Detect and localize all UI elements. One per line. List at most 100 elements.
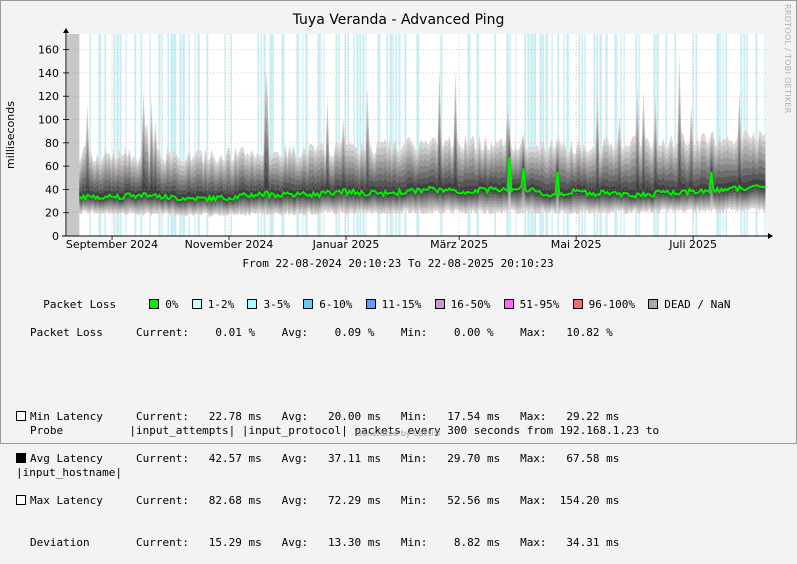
loss-stripe <box>656 34 659 236</box>
y-tick-label: 100 <box>38 114 59 127</box>
packet-loss-label: Packet Loss <box>43 298 117 311</box>
loss-stripe <box>398 34 401 236</box>
loss-stripe <box>161 34 163 236</box>
loss-stripe <box>302 34 304 236</box>
packet-loss-legend-item: DEAD / NaN <box>648 298 730 311</box>
loss-stripe <box>476 34 479 236</box>
packet-loss-swatch <box>365 299 376 309</box>
y-tick-label: 20 <box>45 207 59 220</box>
loss-stripe <box>416 34 420 236</box>
packet-loss-legend-item: 11-15% <box>365 298 435 311</box>
loss-stripe <box>542 34 545 236</box>
loss-stripe <box>515 34 517 236</box>
latency-chart: 0 20 40 60 80 100 120 140 160 September 2024 Nove… <box>4 28 773 270</box>
loss-stripe <box>347 34 349 236</box>
loss-stripe <box>563 34 565 236</box>
loss-stripe <box>305 34 308 236</box>
loss-stripe <box>740 34 743 236</box>
loss-stripe <box>116 34 119 236</box>
loss-stripe <box>149 34 151 236</box>
stats-row-max-latency: Max Latency Current: 82.68 ms Avg: 72.29… <box>16 494 619 508</box>
date-range-text: From 22-08-2024 20:10:23 To 22-08-2025 2… <box>242 257 553 270</box>
loss-stripe <box>89 34 91 236</box>
loss-stripe <box>722 34 724 236</box>
loss-stripe <box>140 34 143 236</box>
x-tick-label: Mai 2025 <box>551 238 602 251</box>
loss-stripe <box>530 34 533 236</box>
latency-band <box>79 152 766 203</box>
loss-stripe <box>158 34 161 236</box>
packet-loss-stripes <box>89 34 766 236</box>
loss-stripe <box>182 34 185 236</box>
x-tick-label: November 2024 <box>185 238 274 251</box>
loss-stripe <box>224 34 226 236</box>
max-latency-swatch <box>16 495 26 505</box>
packet-loss-item-label: 1-2% <box>207 298 235 311</box>
rrdtool-credit: RRDTOOL / TOBI OETIKER <box>783 4 792 114</box>
loss-stripe <box>365 34 367 236</box>
loss-stripe <box>605 34 608 236</box>
loss-stripe <box>524 34 527 236</box>
y-tick-label: 140 <box>38 67 59 80</box>
packet-loss-item-label: 16-50% <box>450 298 491 311</box>
x-axis-arrow <box>768 233 773 239</box>
packet-loss-item-label: 0% <box>165 298 179 311</box>
loss-stripe <box>527 34 530 236</box>
loss-stripe <box>674 34 677 236</box>
y-axis-arrow <box>63 28 69 33</box>
loss-stripe <box>260 34 262 236</box>
y-tick-label: 0 <box>52 230 59 243</box>
loss-stripe <box>623 34 625 236</box>
y-tick-label: 40 <box>45 183 59 196</box>
packet-loss-swatch <box>303 299 314 309</box>
packet-loss-item-label: 51-95% <box>519 298 560 311</box>
packet-loss-legend-item: 0% <box>149 298 192 311</box>
loss-stripe <box>725 34 728 236</box>
loss-stripe <box>533 34 537 236</box>
no-data-region <box>67 34 80 236</box>
loss-stripe <box>179 34 182 236</box>
packet-loss-swatch <box>149 299 160 309</box>
loss-stripe <box>389 34 393 236</box>
latency-bands <box>79 51 766 217</box>
loss-stripe <box>167 34 170 236</box>
packet-loss-item-label: 3-5% <box>263 298 290 311</box>
min-latency-swatch <box>16 411 26 421</box>
loss-stripe <box>566 34 569 236</box>
loss-stripe <box>593 34 596 236</box>
loss-stripe <box>719 34 721 236</box>
loss-stripe <box>692 34 694 236</box>
packet-loss-swatch <box>648 299 659 309</box>
loss-stripe <box>467 34 471 236</box>
loss-stripe <box>272 34 275 236</box>
loss-stripe <box>338 34 340 236</box>
loss-stripe <box>755 34 758 236</box>
loss-stripe <box>362 34 365 236</box>
grid-lines <box>66 34 766 236</box>
packet-loss-swatch <box>503 299 514 309</box>
loss-stripe <box>230 34 232 236</box>
loss-stripe <box>320 34 322 236</box>
loss-stripe <box>578 34 581 236</box>
loss-stripe <box>620 34 622 236</box>
loss-stripe <box>716 34 720 236</box>
loss-stripe <box>335 34 338 236</box>
loss-stripe <box>584 34 586 236</box>
stats-row-packet-loss: Packet Loss Current: 0.01 % Avg: 0.09 % … <box>30 326 613 339</box>
loss-stripe <box>599 34 602 236</box>
loss-stripe <box>134 34 137 236</box>
loss-stripe <box>539 34 543 236</box>
loss-stripe <box>395 34 397 236</box>
loss-stripe <box>317 34 321 236</box>
packet-loss-legend-item: 3-5% <box>247 298 303 311</box>
loss-stripe <box>188 34 190 236</box>
loss-stripe <box>296 34 299 236</box>
loss-stripe <box>377 34 381 236</box>
loss-stripe <box>404 34 407 236</box>
probe-line-2: |input_hostname| <box>16 466 122 479</box>
x-tick-label: März 2025 <box>430 238 488 251</box>
y-axis-ticks: 0 20 40 60 80 100 120 140 160 <box>38 44 69 243</box>
x-axis-ticks: September 2024 November 2024 Januar 2025 Mä… <box>66 236 717 251</box>
packet-loss-item-label: 6-10% <box>319 298 353 311</box>
loss-stripe <box>440 34 443 236</box>
